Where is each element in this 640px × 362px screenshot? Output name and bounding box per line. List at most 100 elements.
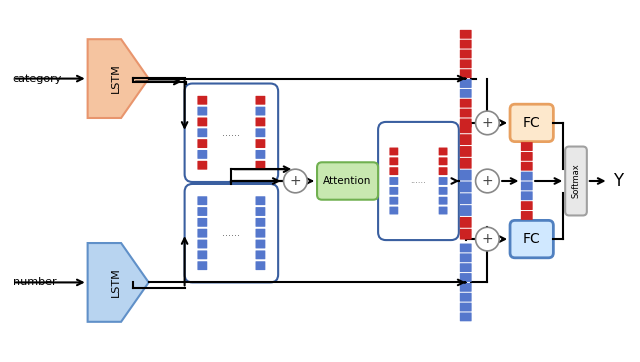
FancyBboxPatch shape: [521, 172, 532, 181]
FancyBboxPatch shape: [197, 229, 207, 237]
FancyBboxPatch shape: [438, 167, 447, 175]
FancyBboxPatch shape: [460, 109, 472, 118]
FancyBboxPatch shape: [460, 79, 472, 88]
FancyBboxPatch shape: [460, 59, 472, 68]
FancyBboxPatch shape: [460, 293, 472, 302]
FancyBboxPatch shape: [197, 240, 207, 248]
FancyBboxPatch shape: [521, 142, 532, 151]
FancyBboxPatch shape: [460, 69, 472, 78]
Text: category: category: [13, 73, 62, 84]
FancyBboxPatch shape: [255, 107, 266, 115]
FancyBboxPatch shape: [317, 162, 378, 200]
Text: ......: ......: [222, 228, 241, 238]
FancyBboxPatch shape: [565, 147, 587, 215]
Text: Softmax: Softmax: [572, 164, 580, 198]
FancyBboxPatch shape: [438, 207, 447, 214]
FancyBboxPatch shape: [510, 220, 554, 258]
FancyBboxPatch shape: [197, 251, 207, 259]
FancyBboxPatch shape: [197, 207, 207, 216]
FancyBboxPatch shape: [521, 211, 532, 220]
FancyBboxPatch shape: [510, 104, 554, 142]
FancyBboxPatch shape: [460, 181, 472, 192]
Text: ......: ......: [411, 177, 426, 185]
FancyBboxPatch shape: [197, 150, 207, 159]
FancyBboxPatch shape: [389, 207, 398, 214]
FancyBboxPatch shape: [521, 191, 532, 200]
Circle shape: [284, 169, 307, 193]
FancyBboxPatch shape: [438, 177, 447, 185]
FancyBboxPatch shape: [460, 118, 472, 127]
FancyBboxPatch shape: [389, 148, 398, 155]
FancyBboxPatch shape: [255, 240, 266, 248]
FancyBboxPatch shape: [197, 218, 207, 227]
Polygon shape: [88, 39, 148, 118]
FancyBboxPatch shape: [255, 251, 266, 259]
FancyBboxPatch shape: [460, 89, 472, 98]
FancyBboxPatch shape: [197, 196, 207, 205]
FancyBboxPatch shape: [184, 84, 278, 182]
FancyBboxPatch shape: [255, 207, 266, 216]
Text: ......: ......: [222, 128, 241, 138]
Circle shape: [476, 111, 499, 135]
FancyBboxPatch shape: [389, 167, 398, 175]
FancyBboxPatch shape: [460, 303, 472, 311]
FancyBboxPatch shape: [255, 96, 266, 105]
Text: number: number: [13, 277, 56, 287]
FancyBboxPatch shape: [521, 181, 532, 190]
FancyBboxPatch shape: [389, 177, 398, 185]
FancyBboxPatch shape: [184, 184, 278, 282]
FancyBboxPatch shape: [460, 273, 472, 282]
FancyBboxPatch shape: [197, 261, 207, 270]
FancyBboxPatch shape: [197, 139, 207, 148]
FancyBboxPatch shape: [438, 157, 447, 165]
FancyBboxPatch shape: [460, 283, 472, 292]
FancyBboxPatch shape: [460, 253, 472, 262]
FancyBboxPatch shape: [389, 157, 398, 165]
FancyBboxPatch shape: [460, 229, 472, 240]
FancyBboxPatch shape: [460, 193, 472, 204]
FancyBboxPatch shape: [378, 122, 459, 240]
FancyBboxPatch shape: [255, 150, 266, 159]
FancyBboxPatch shape: [197, 107, 207, 115]
FancyBboxPatch shape: [460, 134, 472, 145]
FancyBboxPatch shape: [460, 30, 472, 39]
Text: +: +: [481, 116, 493, 130]
Text: Y: Y: [613, 172, 623, 190]
FancyBboxPatch shape: [255, 128, 266, 137]
FancyBboxPatch shape: [255, 261, 266, 270]
FancyBboxPatch shape: [521, 162, 532, 171]
Circle shape: [476, 227, 499, 251]
Text: Attention: Attention: [323, 176, 372, 186]
FancyBboxPatch shape: [460, 312, 472, 321]
Text: +: +: [481, 232, 493, 246]
FancyBboxPatch shape: [389, 197, 398, 205]
Text: LSTM: LSTM: [110, 268, 120, 297]
FancyBboxPatch shape: [460, 170, 472, 181]
Text: +: +: [481, 174, 493, 188]
FancyBboxPatch shape: [389, 187, 398, 195]
FancyBboxPatch shape: [460, 158, 472, 169]
FancyBboxPatch shape: [197, 118, 207, 126]
FancyBboxPatch shape: [255, 196, 266, 205]
Text: LSTM: LSTM: [110, 64, 120, 93]
Text: FC: FC: [523, 232, 541, 246]
FancyBboxPatch shape: [521, 201, 532, 210]
Text: +: +: [289, 174, 301, 188]
FancyBboxPatch shape: [460, 217, 472, 228]
FancyBboxPatch shape: [521, 152, 532, 161]
FancyBboxPatch shape: [460, 244, 472, 252]
FancyBboxPatch shape: [197, 128, 207, 137]
FancyBboxPatch shape: [197, 96, 207, 105]
FancyBboxPatch shape: [255, 139, 266, 148]
FancyBboxPatch shape: [438, 197, 447, 205]
FancyBboxPatch shape: [460, 50, 472, 58]
Circle shape: [476, 169, 499, 193]
FancyBboxPatch shape: [255, 118, 266, 126]
Text: FC: FC: [523, 116, 541, 130]
FancyBboxPatch shape: [255, 218, 266, 227]
FancyBboxPatch shape: [460, 205, 472, 216]
FancyBboxPatch shape: [460, 146, 472, 157]
Polygon shape: [88, 243, 148, 322]
FancyBboxPatch shape: [255, 229, 266, 237]
FancyBboxPatch shape: [438, 187, 447, 195]
